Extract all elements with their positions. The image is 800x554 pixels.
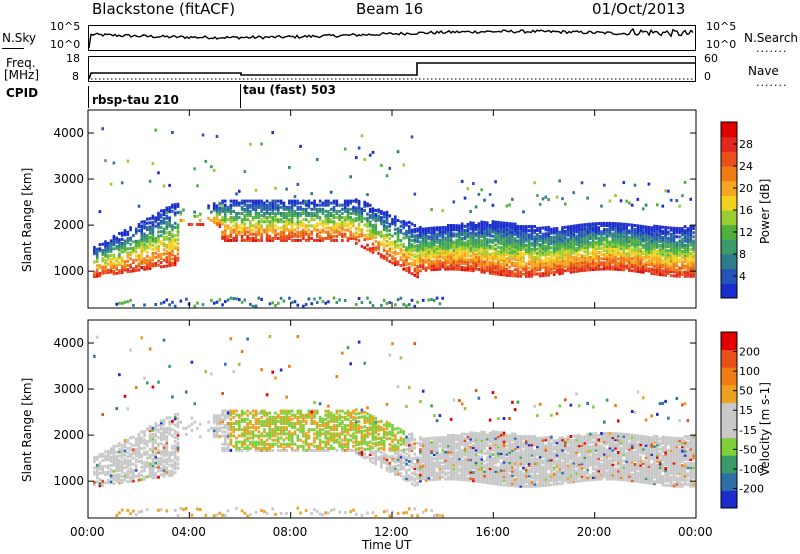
freq-tick-bottom: 8 <box>72 70 79 83</box>
cpid-label: CPID <box>6 86 39 100</box>
date-title: 01/Oct/2013 <box>592 0 686 18</box>
colorbar-tick-label: -50 <box>739 443 757 456</box>
power-colorbar: 4 8 12 16 20 24 28 <box>720 121 753 299</box>
colorbar-swatch <box>721 239 737 255</box>
colorbar-tick-label: 100 <box>739 365 760 378</box>
y-tick-label: 3000 <box>53 382 84 396</box>
x-tick-label: 16:00 <box>475 525 510 539</box>
colorbar-swatch <box>721 490 737 509</box>
freq-tick-top: 18 <box>66 52 80 65</box>
y-tick-label: 1000 <box>53 264 84 278</box>
noise-right-marker: ....... <box>756 42 788 55</box>
noise-sky-line <box>89 27 694 49</box>
station-title: Blackstone (fitACF) <box>92 0 236 18</box>
colorbar-tick-label: -100 <box>739 463 764 476</box>
colorbar-swatch <box>721 254 737 270</box>
data-cells <box>93 335 695 518</box>
x-tick-label: 08:00 <box>272 525 308 539</box>
velocity-colorbar-label: Velocity [m s-1] <box>758 382 772 476</box>
colorbar-swatch <box>721 455 737 474</box>
cpid-mode-rbsp: rbsp-tau 210 <box>92 93 179 107</box>
colorbar-tick-label: -15 <box>739 424 757 437</box>
plot-frame <box>87 109 697 309</box>
x-tick-label: 20:00 <box>576 525 612 539</box>
colorbar-swatch <box>721 402 737 421</box>
power-ylabel: Slant Range [km] <box>20 167 34 272</box>
beam-title: Beam 16 <box>356 0 424 18</box>
y-tick-label: 2000 <box>53 218 84 232</box>
colorbar-swatch <box>721 437 737 456</box>
y-tick-label: 4000 <box>53 126 84 140</box>
noise-panel <box>88 25 696 51</box>
noise-left-tick-top: 10^5 <box>50 20 81 33</box>
velocity-ylabel: Slant Range [km] <box>20 377 34 482</box>
colorbar-swatch <box>721 384 737 403</box>
x-tick-label: 00:00 <box>678 525 713 539</box>
colorbar-tick-label: 15 <box>739 404 753 417</box>
velocity-plot: 1000 2000 3000 4000 <box>53 319 697 519</box>
noise-left-label: N.Sky <box>2 31 37 45</box>
noise-right-label: N.Search <box>744 31 799 45</box>
colorbar-swatch <box>721 210 737 226</box>
cpid-divider <box>240 84 241 108</box>
x-tick-label: 00:00 <box>70 525 105 539</box>
colorbar-tick-label: -200 <box>739 482 764 495</box>
colorbar-swatch <box>721 195 737 211</box>
colorbar-tick-label: 20 <box>739 182 753 195</box>
colorbar-tick-label: 28 <box>739 138 753 151</box>
freq-line <box>89 62 695 80</box>
y-tick-label: 2000 <box>53 428 84 442</box>
colorbar-swatch <box>721 420 737 439</box>
y-tick-label: 1000 <box>53 474 84 488</box>
colorbar-swatch <box>721 122 737 138</box>
freq-panel <box>88 56 696 82</box>
freq-trace <box>89 62 695 80</box>
xaxis-label: Time UT <box>362 538 412 552</box>
colorbar-swatch <box>721 151 737 167</box>
noise-right-tick-bottom: 10^0 <box>706 38 737 51</box>
cpid-left-line <box>88 86 89 108</box>
power-colorbar-label: Power [dB] <box>758 178 772 244</box>
colorbar-swatch <box>721 224 737 240</box>
y-tick-label: 3000 <box>53 172 84 186</box>
noise-trace <box>89 27 694 49</box>
colorbar-swatch <box>721 180 737 196</box>
nave-tick-top: 60 <box>704 52 718 65</box>
colorbar-swatch <box>721 472 737 491</box>
noise-left-tick-bottom: 10^0 <box>50 38 81 51</box>
nave-label: Nave <box>748 64 779 78</box>
cpid-mode-tau-fast: tau (fast) 503 <box>243 83 336 97</box>
nave-tick-bottom: 0 <box>704 70 711 83</box>
colorbar-frame <box>720 331 738 509</box>
colorbar-tick-label: 12 <box>739 226 753 239</box>
noise-right-tick-top: 10^5 <box>706 20 737 33</box>
colorbar-tick-label: 200 <box>739 346 760 359</box>
colorbar-swatch <box>721 136 737 152</box>
y-tick-label: 4000 <box>53 336 84 350</box>
power-plot: 1000 2000 3000 4000 <box>53 109 697 309</box>
colorbar-tick-label: 8 <box>739 248 746 261</box>
data-cells <box>93 127 695 308</box>
colorbar-swatch <box>721 367 737 386</box>
colorbar-swatch <box>721 349 737 368</box>
plot-frame <box>87 319 697 519</box>
noise-left-underline <box>2 48 24 49</box>
colorbar-tick-label: 50 <box>739 385 753 398</box>
colorbar-swatch <box>721 332 737 351</box>
colorbar-swatch <box>721 268 737 284</box>
colorbar-swatch <box>721 283 737 299</box>
colorbar-tick-label: 4 <box>739 270 746 283</box>
freq-label: Freq. <box>6 56 36 70</box>
x-tick-label: 04:00 <box>171 525 206 539</box>
nave-marker: ....... <box>756 76 788 89</box>
velocity-colorbar: 200 100 50 15 -15 -50 -100 -200 <box>720 331 764 509</box>
colorbar-tick-label: 16 <box>739 204 753 217</box>
colorbar-tick-label: 24 <box>739 160 753 173</box>
x-tick-label: 12:00 <box>374 525 409 539</box>
colorbar-swatch <box>721 166 737 182</box>
freq-unit-label: [MHz] <box>4 68 40 82</box>
